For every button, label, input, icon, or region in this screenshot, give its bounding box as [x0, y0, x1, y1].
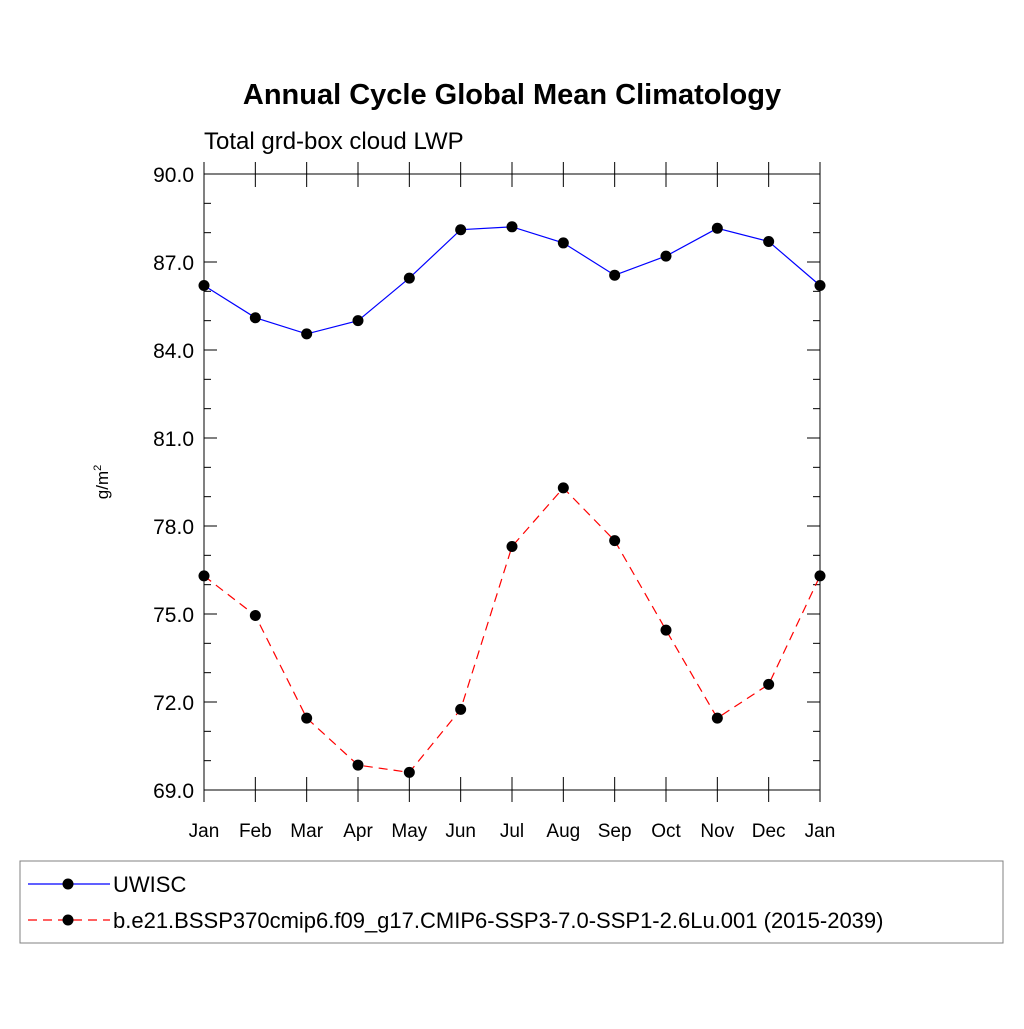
x-tick-label: May	[391, 821, 427, 842]
x-tick-label: Apr	[343, 821, 373, 842]
chart-subtitle: Total grd-box cloud LWP	[204, 128, 464, 155]
x-tick-label: Nov	[700, 821, 734, 842]
x-tick-label: Dec	[752, 821, 786, 842]
data-point	[301, 328, 313, 340]
plot-area: 69.0 72.0 75.0 78.0 81.0 84.0 87.0 90.0 Jan Feb Ma…	[153, 162, 835, 842]
data-point	[352, 759, 364, 771]
data-point	[763, 235, 775, 247]
series-line	[203, 226, 821, 335]
y-tick-label: 72.0	[153, 692, 194, 715]
data-point	[557, 237, 569, 249]
y-tick-label: 84.0	[153, 340, 194, 363]
legend-label: b.e21.BSSP370cmip6.f09_g17.CMIP6-SSP3-7.…	[113, 908, 883, 933]
data-point	[506, 541, 518, 553]
data-point	[403, 272, 415, 284]
data-point	[352, 315, 364, 327]
y-tick-label: 69.0	[153, 780, 194, 803]
x-tick-label: Jan	[189, 821, 220, 842]
data-point	[455, 703, 467, 715]
legend-box	[19, 860, 1004, 944]
data-point	[249, 609, 261, 621]
data-point	[198, 279, 210, 291]
data-point	[403, 766, 415, 778]
legend-marker	[62, 914, 74, 926]
data-point	[557, 482, 569, 494]
x-tick-label: Jul	[500, 821, 524, 842]
x-tick-label: Oct	[651, 821, 681, 842]
chart-title: Annual Cycle Global Mean Climatology	[243, 79, 781, 111]
data-point	[301, 712, 313, 724]
legend: UWISC b.e21.BSSP370cmip6.f09_g17.CMIP6-SS…	[28, 872, 883, 933]
data-point	[198, 570, 210, 582]
svg-text:g/m2: g/m2	[92, 465, 112, 499]
y-tick-label: 87.0	[153, 252, 194, 275]
x-tick-label: Jan	[805, 821, 836, 842]
data-point	[609, 535, 621, 547]
y-axis-label-exponent: 2	[92, 465, 104, 471]
data-point	[609, 269, 621, 281]
x-tick-label: Mar	[290, 821, 323, 842]
y-axis-label-unit: g/m	[93, 471, 112, 499]
data-point	[660, 624, 672, 636]
y-axis-label: g/m2	[92, 465, 112, 499]
y-tick-label: 78.0	[153, 516, 194, 539]
x-tick-label: Jun	[445, 821, 476, 842]
x-tick-label: Feb	[239, 821, 272, 842]
data-point	[814, 279, 826, 291]
x-tick-label: Sep	[598, 821, 632, 842]
data-point	[660, 250, 672, 262]
x-tick-label: Aug	[546, 821, 580, 842]
data-point	[763, 678, 775, 690]
y-tick-label: 90.0	[153, 164, 194, 187]
data-point	[506, 221, 518, 233]
y-tick-label: 75.0	[153, 604, 194, 627]
data-point	[711, 712, 723, 724]
y-tick-label: 81.0	[153, 428, 194, 451]
series-line	[203, 487, 821, 774]
data-point	[249, 312, 261, 324]
legend-label: UWISC	[113, 872, 186, 897]
legend-marker	[62, 878, 74, 890]
data-point	[814, 570, 826, 582]
data-point	[455, 224, 467, 236]
data-point	[711, 222, 723, 234]
